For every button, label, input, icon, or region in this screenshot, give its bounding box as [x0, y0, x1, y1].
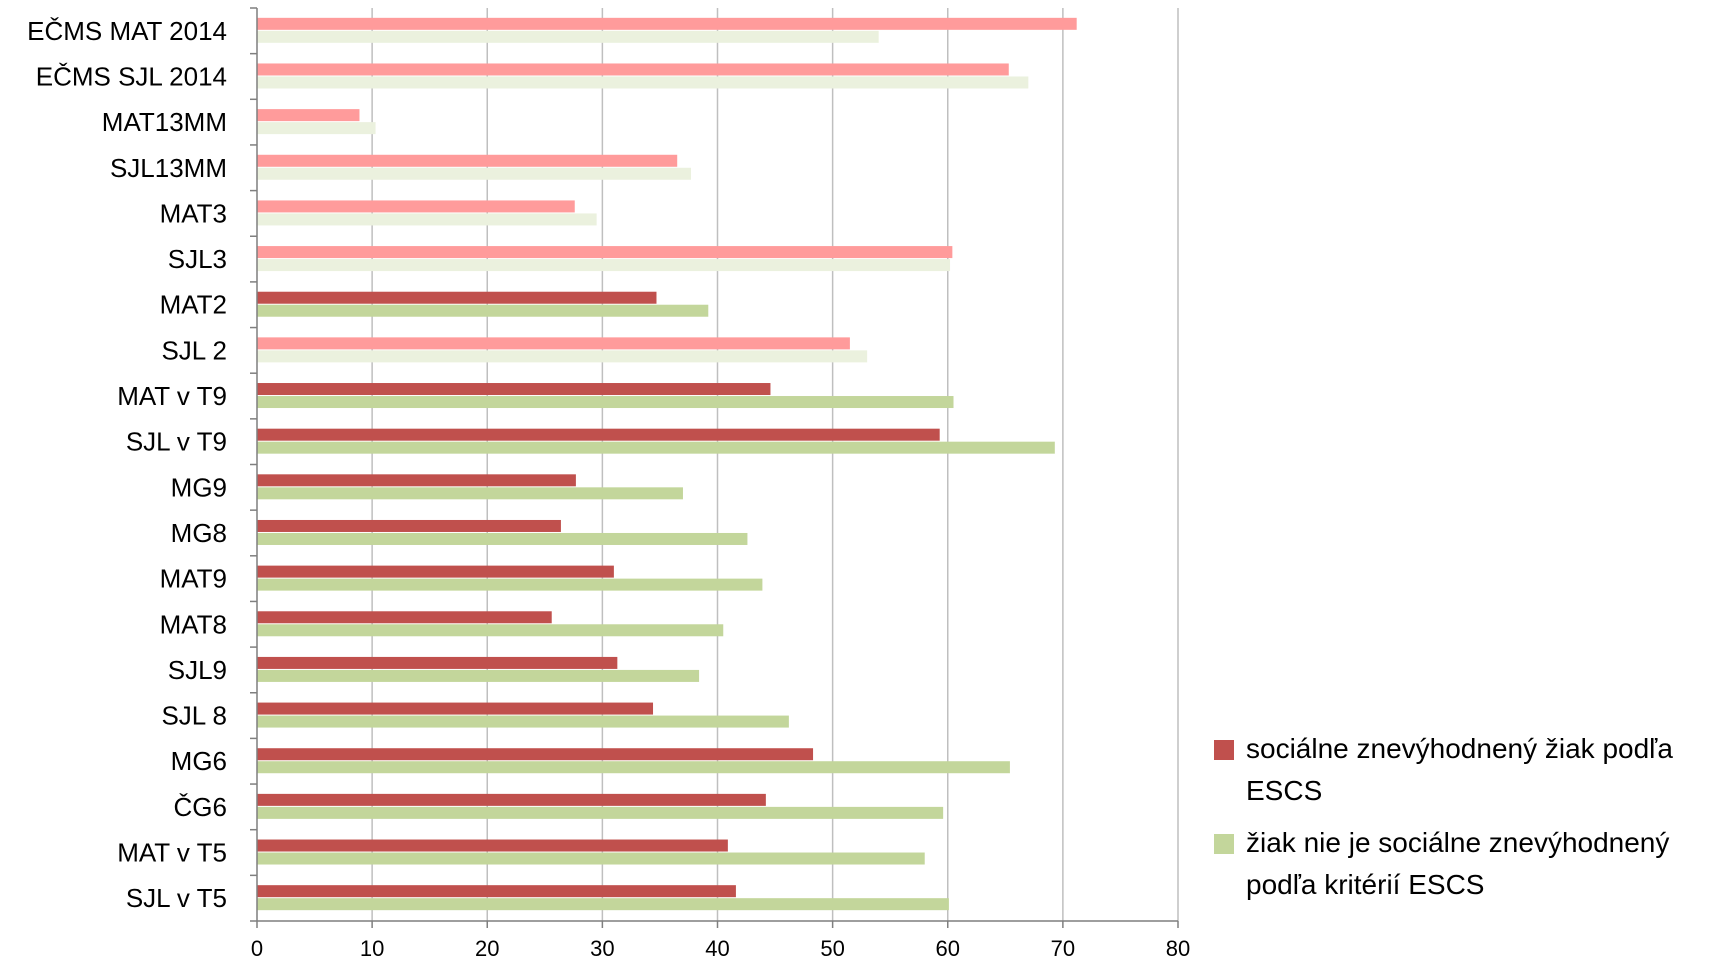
bar-disadvantaged	[257, 428, 940, 441]
bar-not-disadvantaged	[257, 76, 1029, 89]
category-label: SJL3	[168, 244, 227, 274]
category-label: MAT v T9	[117, 381, 227, 411]
category-label: EČMS MAT 2014	[27, 16, 227, 46]
category-label: MAT3	[160, 198, 227, 228]
bar-disadvantaged	[257, 885, 736, 898]
bar-disadvantaged	[257, 611, 552, 624]
legend-item-not-disadvantaged: žiak nie je sociálne znevýhodnený podľa …	[1214, 822, 1724, 906]
bar-disadvantaged	[257, 109, 360, 122]
x-tick-label: 40	[705, 936, 729, 961]
legend-item-disadvantaged: sociálne znevýhodnený žiak podľa ESCS	[1214, 728, 1724, 812]
bar-not-disadvantaged	[257, 350, 868, 363]
x-tick-label: 10	[360, 936, 384, 961]
bar-disadvantaged	[257, 793, 766, 806]
bar-not-disadvantaged	[257, 396, 954, 409]
bar-disadvantaged	[257, 519, 561, 532]
bar-disadvantaged	[257, 702, 654, 715]
bar-not-disadvantaged	[257, 259, 951, 272]
bar-not-disadvantaged	[257, 167, 692, 180]
category-label: MAT9	[160, 564, 227, 594]
x-tick-label: 0	[251, 936, 263, 961]
x-tick-label: 20	[475, 936, 499, 961]
category-label: SJL9	[168, 655, 227, 685]
bar-disadvantaged	[257, 63, 1009, 76]
gridlines	[371, 8, 1179, 921]
bar-not-disadvantaged	[257, 624, 724, 637]
category-label: SJL v T5	[126, 883, 227, 913]
bar-disadvantaged	[257, 291, 657, 304]
bar-not-disadvantaged	[257, 852, 925, 865]
bar-not-disadvantaged	[257, 30, 879, 43]
category-label: MG6	[171, 746, 227, 776]
bar-disadvantaged	[257, 565, 614, 578]
legend-label-disadvantaged: sociálne znevýhodnený žiak podľa ESCS	[1246, 733, 1673, 806]
category-label: ČG6	[174, 792, 227, 822]
bar-not-disadvantaged	[257, 806, 944, 819]
bar-not-disadvantaged	[257, 898, 949, 911]
bar-not-disadvantaged	[257, 441, 1055, 454]
x-tick-label: 70	[1051, 936, 1075, 961]
category-label: EČMS SJL 2014	[36, 61, 227, 91]
category-label: SJL v T9	[126, 427, 227, 457]
bar-disadvantaged	[257, 839, 728, 852]
category-label: SJL13MM	[110, 153, 227, 183]
bar-disadvantaged	[257, 337, 850, 350]
x-tick-label: 80	[1166, 936, 1190, 961]
category-label: MG8	[171, 518, 227, 548]
bar-disadvantaged	[257, 200, 575, 213]
legend-label-not-disadvantaged: žiak nie je sociálne znevýhodnený podľa …	[1246, 827, 1670, 900]
bar-disadvantaged	[257, 246, 953, 259]
bar-disadvantaged	[257, 656, 618, 669]
bar-not-disadvantaged	[257, 213, 597, 226]
legend: sociálne znevýhodnený žiak podľa ESCS ži…	[1214, 728, 1724, 916]
bar-not-disadvantaged	[257, 487, 683, 500]
category-label: MG9	[171, 472, 227, 502]
category-label: MAT13MM	[102, 107, 227, 137]
category-label: SJL 8	[161, 701, 227, 731]
bar-not-disadvantaged	[257, 715, 789, 728]
bar-disadvantaged	[257, 154, 678, 167]
category-labels: EČMS MAT 2014 EČMS SJL 2014 MAT13MM SJL13MM…	[27, 16, 227, 913]
category-label: SJL 2	[161, 335, 227, 365]
bar-disadvantaged	[257, 17, 1077, 30]
x-tick-label: 60	[936, 936, 960, 961]
bar-disadvantaged	[257, 748, 814, 761]
bar-not-disadvantaged	[257, 761, 1010, 774]
x-tick-label: 30	[590, 936, 614, 961]
bar-not-disadvantaged	[257, 122, 376, 135]
bar-not-disadvantaged	[257, 578, 763, 591]
axes	[250, 7, 1179, 928]
legend-swatch-not-disadvantaged	[1214, 834, 1234, 854]
bar-not-disadvantaged	[257, 669, 700, 682]
category-label: MAT2	[160, 290, 227, 320]
bar-disadvantaged	[257, 474, 576, 487]
bar-disadvantaged	[257, 383, 771, 396]
x-tick-label: 50	[820, 936, 844, 961]
legend-swatch-disadvantaged	[1214, 740, 1234, 760]
bars	[257, 17, 1077, 911]
bar-not-disadvantaged	[257, 304, 709, 317]
category-label: MAT v T5	[117, 838, 227, 868]
bar-not-disadvantaged	[257, 532, 748, 545]
x-tick-labels: 0 10 20 30 40 50 60 70 80	[251, 936, 1190, 961]
category-label: MAT8	[160, 609, 227, 639]
